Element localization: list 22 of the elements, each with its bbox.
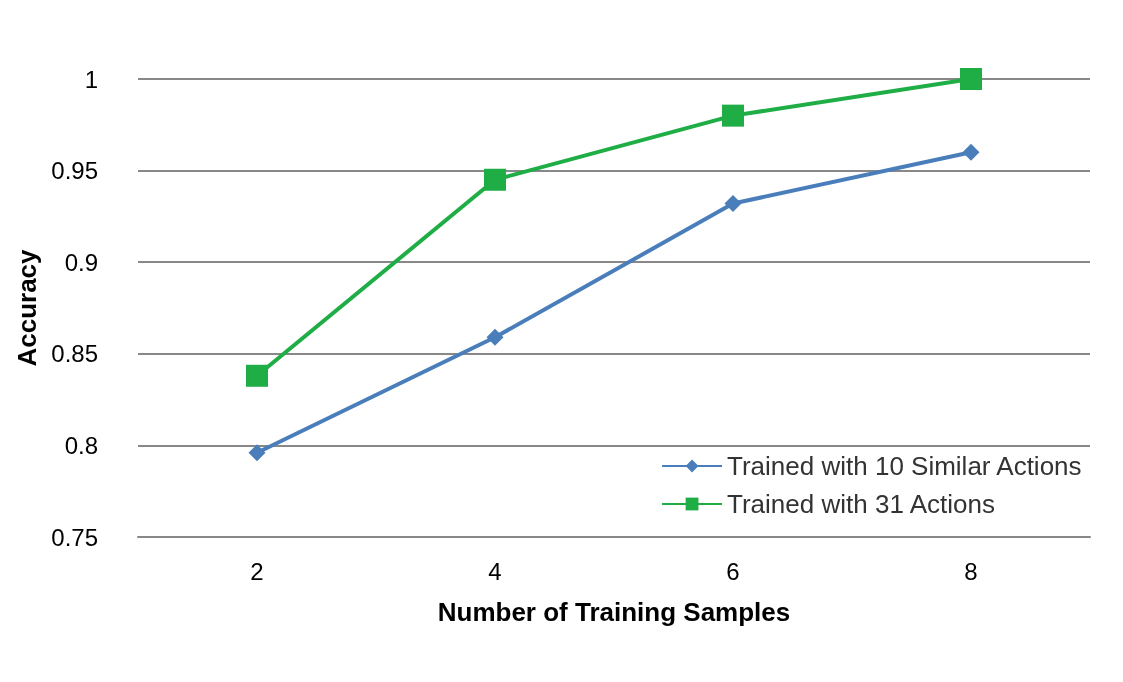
y-tick-label: 1 (84, 65, 98, 93)
x-tick-label: 2 (250, 557, 264, 585)
x-tick-label: 6 (726, 557, 740, 585)
y-tick-label: 0.9 (64, 248, 98, 276)
point (484, 168, 506, 191)
y-tick-label: 0.95 (51, 157, 98, 185)
legend-label: Trained with 10 Similar Actions (727, 451, 1082, 481)
x-tick-label: 8 (964, 557, 978, 585)
point (962, 143, 980, 161)
point (960, 68, 982, 90)
y-tick-label: 0.75 (51, 523, 98, 551)
x-axis-title: Number of Training Samples (437, 597, 791, 627)
point (248, 444, 266, 462)
x-tick-label: 4 (488, 557, 502, 585)
point (486, 328, 504, 346)
y-axis-title: Accuracy (12, 248, 43, 367)
point (724, 195, 742, 213)
point (246, 364, 268, 387)
point (722, 104, 744, 127)
y-tick-label: 0.8 (64, 431, 98, 459)
y-tick-label: 0.85 (51, 340, 98, 368)
legend-label: Trained with 31 Actions (727, 489, 995, 519)
